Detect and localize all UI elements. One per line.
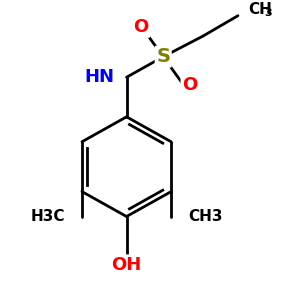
Text: HN: HN <box>85 68 115 86</box>
Text: H3C: H3C <box>31 209 65 224</box>
Text: S: S <box>156 47 170 66</box>
Text: O: O <box>134 18 149 36</box>
Text: O: O <box>182 76 197 94</box>
Text: CH: CH <box>248 2 272 17</box>
Text: CH3: CH3 <box>188 209 223 224</box>
Text: OH: OH <box>111 256 142 274</box>
Text: 3: 3 <box>264 8 272 18</box>
